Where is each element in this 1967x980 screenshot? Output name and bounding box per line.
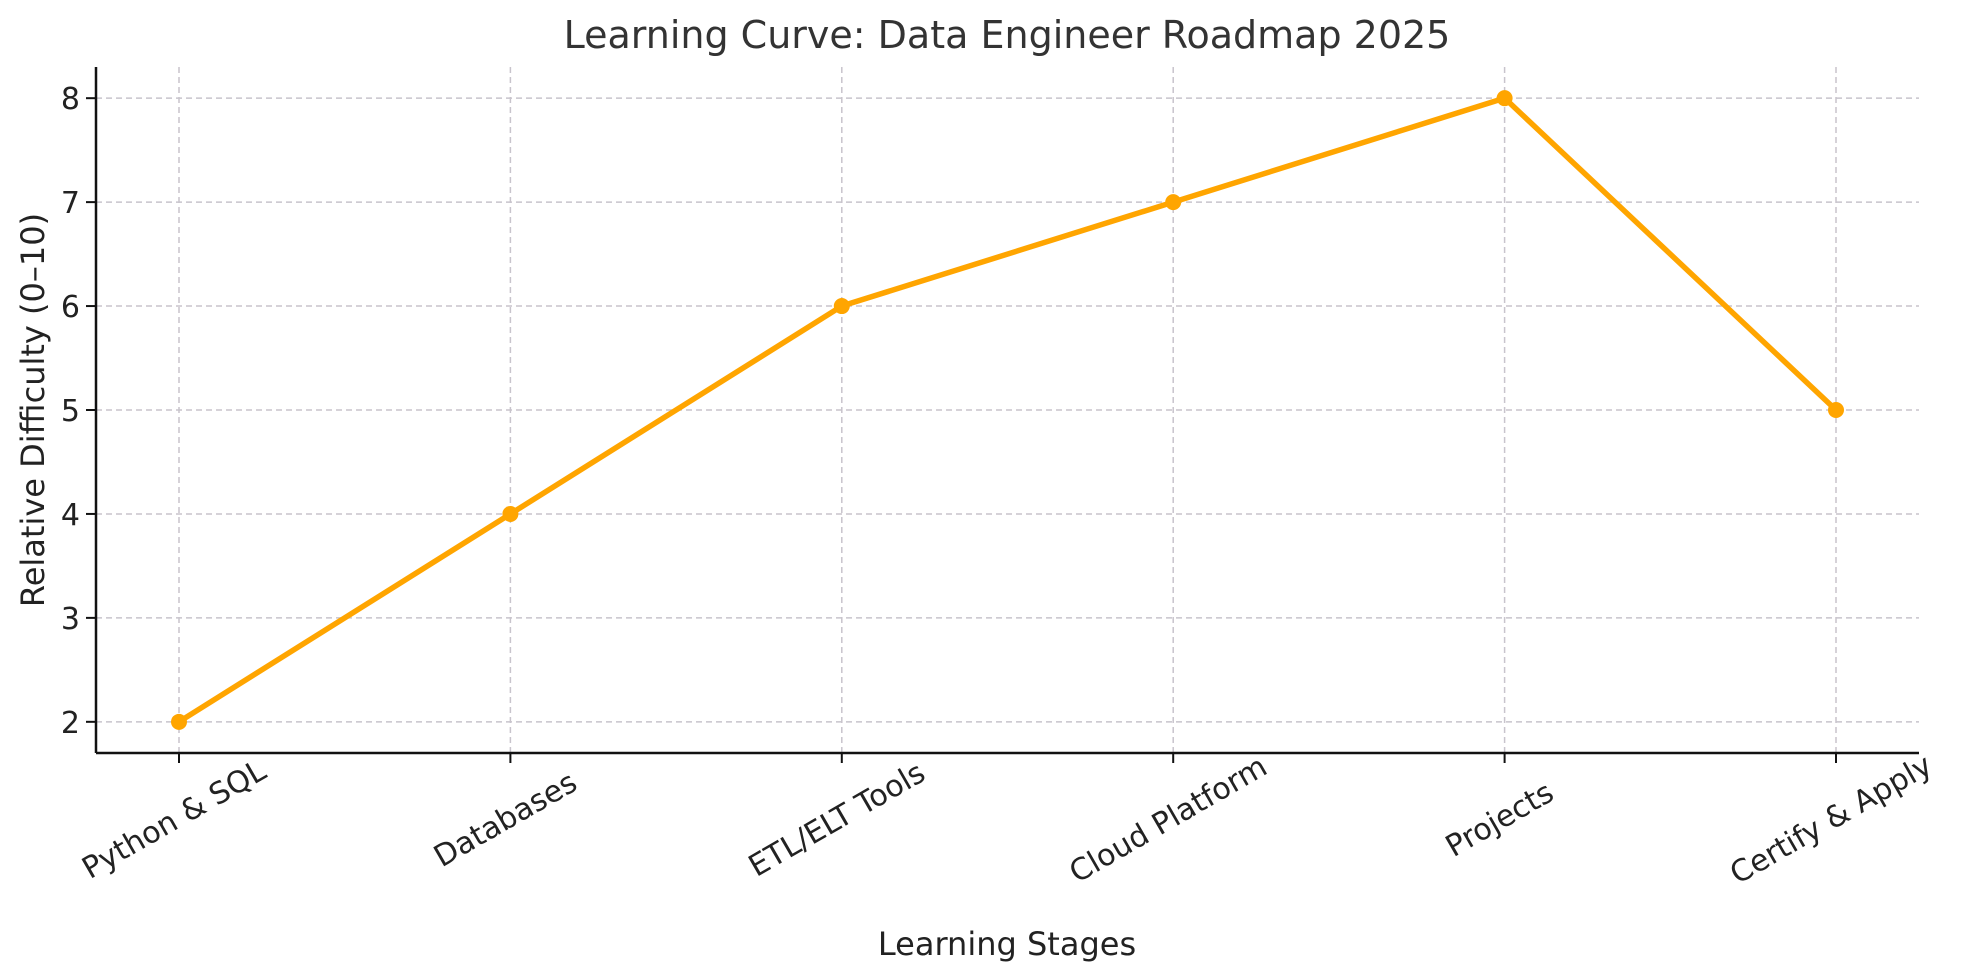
y-tick-label: 8 <box>61 82 80 117</box>
chart-title: Learning Curve: Data Engineer Roadmap 20… <box>564 13 1451 57</box>
data-point <box>171 713 187 730</box>
y-ticks: 2 3 4 5 6 7 8 <box>61 82 96 741</box>
y-axis-label: Relative Difficulty (0–10) <box>14 213 52 607</box>
x-tick-label: Python & SQL <box>76 753 272 886</box>
y-tick-label: 4 <box>61 498 80 533</box>
data-point <box>1165 194 1182 211</box>
x-tick-label: Projects <box>1440 775 1560 864</box>
x-tick-label: Databases <box>428 765 583 875</box>
x-ticks: Python & SQL Databases ETL/ELT Tools Cloud … <box>76 748 1938 892</box>
y-tick-label: 7 <box>61 186 80 221</box>
y-tick-label: 5 <box>61 394 80 429</box>
x-tick-label: Certify & Apply <box>1724 748 1938 892</box>
data-point <box>1496 90 1513 107</box>
data-point <box>502 505 519 522</box>
series-line <box>176 95 1839 725</box>
x-tick-label: ETL/ELT Tools <box>743 755 931 884</box>
y-tick-label: 6 <box>61 290 80 325</box>
data-point <box>1828 402 1844 418</box>
x-tick-label: Cloud Platform <box>1064 749 1274 890</box>
grid <box>96 67 1919 753</box>
y-tick-label: 3 <box>61 602 80 637</box>
data-point <box>833 298 850 315</box>
x-axis-label: Learning Stages <box>878 925 1136 963</box>
series <box>171 90 1844 730</box>
y-tick-label: 2 <box>61 706 80 741</box>
